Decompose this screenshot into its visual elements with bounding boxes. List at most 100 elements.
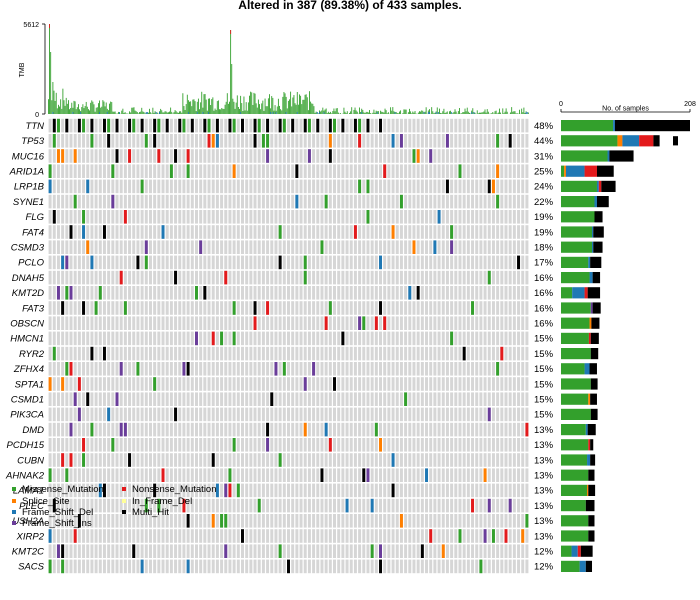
matrix-cell [98, 331, 102, 346]
matrix-cell [479, 270, 483, 285]
matrix-cell [487, 134, 491, 148]
mutation-cell [123, 210, 127, 224]
matrix-cell [299, 529, 303, 543]
matrix-cell [433, 316, 437, 330]
tmb-bar-segment [275, 112, 277, 114]
matrix-cell [278, 240, 282, 254]
matrix-cell [261, 498, 265, 513]
matrix-cell [475, 468, 479, 482]
tmb-bar [134, 110, 136, 114]
matrix-cell [245, 134, 249, 148]
matrix-cell [132, 407, 136, 422]
matrix-cell [77, 422, 81, 437]
matrix-cell [245, 544, 249, 558]
matrix-cell [232, 453, 236, 467]
matrix-cell [437, 331, 441, 346]
tmb-bar [404, 109, 406, 114]
matrix-cell [412, 498, 416, 513]
matrix-cell [249, 346, 253, 361]
matrix-cell [337, 194, 341, 209]
matrix-cell [324, 331, 328, 346]
matrix-cell [128, 225, 132, 239]
matrix-cell [316, 225, 320, 239]
tmb-bar [136, 112, 138, 114]
matrix-cell [236, 331, 240, 346]
matrix-cell [412, 179, 416, 194]
matrix-cell [383, 149, 387, 163]
matrix-cell [324, 179, 328, 194]
tmb-bar [402, 113, 404, 114]
matrix-cell [207, 514, 211, 528]
matrix-cell [161, 301, 165, 315]
mutation-cell [207, 134, 211, 148]
matrix-cell [491, 225, 495, 239]
matrix-cell [475, 179, 479, 194]
tmb-bar [95, 107, 97, 114]
matrix-cell [190, 225, 194, 239]
tmb-bar [219, 109, 220, 114]
mutation-cell [358, 134, 362, 148]
matrix-cell [437, 270, 441, 285]
matrix-cell [199, 194, 203, 209]
matrix-cell [144, 362, 148, 376]
sample-bar-segment [585, 424, 588, 436]
tmb-bar [333, 108, 335, 114]
matrix-cell [391, 301, 395, 315]
matrix-cell [491, 392, 495, 406]
matrix-cell [215, 286, 219, 300]
tmb-bar [189, 101, 190, 114]
matrix-cell [153, 149, 157, 163]
mutation-cell [61, 559, 65, 574]
matrix-cell [253, 194, 257, 209]
matrix-cell [107, 194, 111, 209]
matrix-cell [404, 498, 408, 513]
tmb-bar [523, 107, 525, 114]
matrix-cell [211, 468, 215, 482]
matrix-cell [274, 194, 278, 209]
tmb-bar [309, 91, 310, 114]
matrix-cell [458, 286, 462, 300]
matrix-cell [253, 179, 257, 194]
matrix-cell [291, 149, 295, 163]
matrix-cell [404, 194, 408, 209]
matrix-cell [65, 240, 69, 254]
matrix-cell [299, 422, 303, 437]
matrix-cell [257, 422, 261, 437]
matrix-cell [111, 544, 115, 558]
sample-bar-segment [592, 241, 594, 253]
tmb-bar [99, 100, 100, 114]
mutation-cell [90, 118, 94, 133]
matrix-cell [111, 240, 115, 254]
matrix-cell [341, 316, 345, 330]
tmb-bar [503, 113, 505, 114]
matrix-cell [257, 210, 261, 224]
matrix-cell [132, 362, 136, 376]
matrix-cell [379, 514, 383, 528]
matrix-cell [153, 210, 157, 224]
matrix-cell [312, 225, 316, 239]
matrix-cell [462, 362, 466, 376]
matrix-cell [412, 422, 416, 437]
matrix-cell [249, 255, 253, 270]
matrix-cell [454, 544, 458, 558]
matrix-cell [157, 422, 161, 437]
tmb-bar [422, 110, 424, 114]
matrix-cell [307, 225, 311, 239]
mutation-cell [132, 118, 136, 133]
matrix-cell [253, 210, 257, 224]
matrix-cell [61, 331, 65, 346]
matrix-cell [232, 149, 236, 163]
matrix-cell [433, 194, 437, 209]
matrix-cell [174, 544, 178, 558]
matrix-cell [245, 316, 249, 330]
matrix-cell [128, 407, 132, 422]
matrix-cell [420, 483, 424, 498]
matrix-cell [199, 498, 203, 513]
matrix-cell [111, 255, 115, 270]
tmb-bar [250, 91, 252, 114]
matrix-cell [353, 194, 357, 209]
matrix-cell [178, 544, 182, 558]
tmb-bar [516, 113, 518, 114]
tmb-bar [521, 108, 523, 114]
matrix-cell [374, 529, 378, 543]
